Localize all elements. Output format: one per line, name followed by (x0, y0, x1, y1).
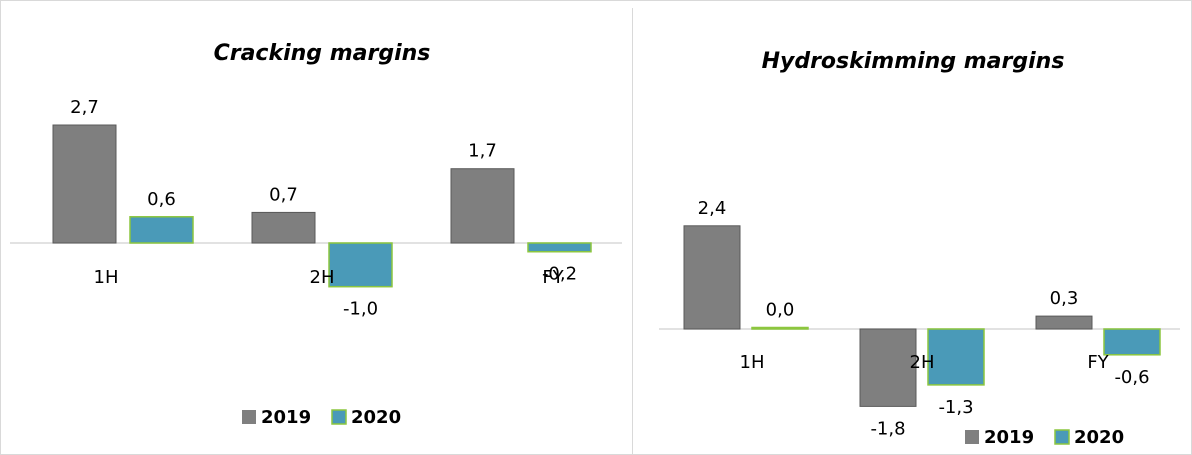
legend-swatch-2020 (331, 409, 347, 425)
bar-2019-1h (52, 124, 117, 244)
legend-swatch-2019 (965, 430, 979, 444)
chart-title: Cracking margins (214, 41, 431, 66)
category-label-fy: FY (1087, 352, 1109, 373)
legend-label-2020: 2020 (1074, 427, 1124, 448)
category-label-2h: 2H (310, 267, 335, 288)
chart-title: Hydroskimming margins (762, 49, 1065, 74)
panel-divider (632, 8, 633, 455)
bar-2020-2h (328, 242, 393, 288)
bar-2019-1h (683, 225, 741, 330)
data-label-2020-2h: -1,3 (938, 397, 973, 418)
legend-swatch-2020 (1054, 429, 1070, 445)
legend-label-2020: 2020 (351, 407, 401, 428)
data-label-2019-2h: 0,7 (269, 184, 298, 205)
data-label-2020-fy: -0,2 (542, 264, 577, 285)
bar-2020-1h (129, 216, 194, 244)
bar-2019-fy (1035, 315, 1093, 330)
legend-label-2019: 2019 (261, 407, 311, 428)
bar-2019-2h (859, 328, 917, 407)
category-label-1h: 1H (740, 352, 765, 373)
bar-2019-2h (251, 211, 316, 244)
data-label-2019-fy: 0,3 (1050, 288, 1079, 309)
category-label-fy: FY (542, 267, 564, 288)
bar-2020-fy (527, 242, 592, 253)
data-label-2020-fy: -0,6 (1114, 367, 1149, 388)
data-label-2020-1h: 0,0 (766, 300, 795, 321)
data-label-2019-1h: 2,4 (698, 198, 727, 219)
legend-swatch-2019 (242, 410, 256, 424)
data-label-2019-1h: 2,7 (70, 97, 99, 118)
legend-label-2019: 2019 (984, 427, 1034, 448)
data-label-2019-2h: -1,8 (870, 418, 905, 439)
category-label-1h: 1H (94, 267, 119, 288)
bar-2019-fy (450, 168, 515, 244)
data-label-2020-2h: -1,0 (343, 299, 378, 320)
data-label-2019-fy: 1,7 (468, 141, 497, 162)
bar-2020-1h (751, 326, 809, 330)
category-label-2h: 2H (910, 352, 935, 373)
bar-2020-2h (927, 328, 985, 386)
data-label-2020-1h: 0,6 (147, 189, 176, 210)
bar-2020-fy (1103, 328, 1161, 356)
